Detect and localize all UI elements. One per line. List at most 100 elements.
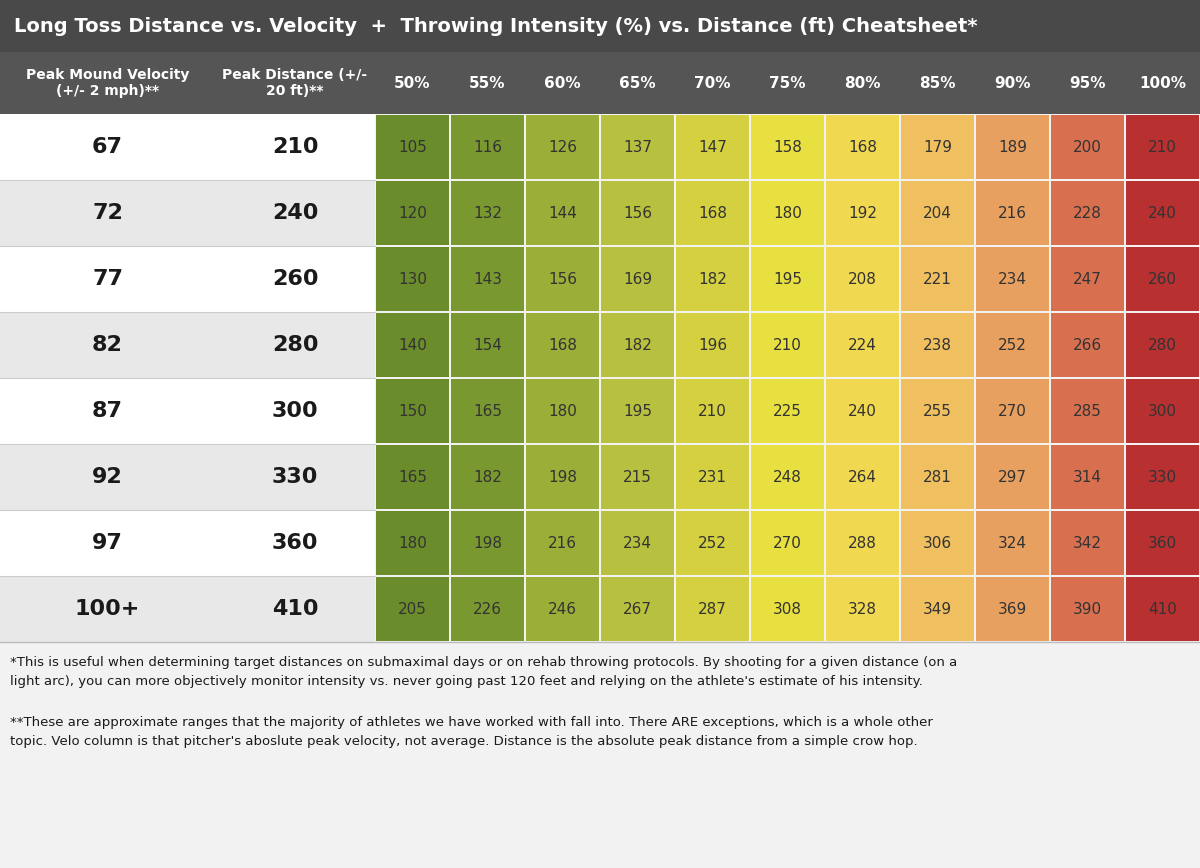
Text: 95%: 95% [1069,76,1105,90]
Text: 182: 182 [698,272,727,286]
FancyBboxPatch shape [376,313,449,377]
Text: 369: 369 [998,602,1027,616]
FancyBboxPatch shape [526,313,599,377]
Text: 92: 92 [92,467,122,487]
FancyBboxPatch shape [376,181,449,245]
FancyBboxPatch shape [901,445,974,509]
FancyBboxPatch shape [1126,247,1199,311]
FancyBboxPatch shape [901,115,974,179]
FancyBboxPatch shape [826,445,899,509]
Text: 189: 189 [998,140,1027,155]
FancyBboxPatch shape [976,577,1049,641]
FancyBboxPatch shape [976,247,1049,311]
Text: 328: 328 [848,602,877,616]
Text: 260: 260 [1148,272,1177,286]
FancyBboxPatch shape [826,379,899,443]
Text: 210: 210 [1148,140,1177,155]
Text: 252: 252 [998,338,1027,352]
FancyBboxPatch shape [826,511,899,575]
Text: 264: 264 [848,470,877,484]
FancyBboxPatch shape [1126,115,1199,179]
Text: 234: 234 [623,536,652,550]
Text: 67: 67 [92,137,124,157]
FancyBboxPatch shape [0,312,374,378]
Text: 130: 130 [398,272,427,286]
Text: 80%: 80% [845,76,881,90]
Text: 126: 126 [548,140,577,155]
Text: 198: 198 [548,470,577,484]
Text: 150: 150 [398,404,427,418]
Text: 390: 390 [1073,602,1102,616]
Text: 60%: 60% [544,76,581,90]
FancyBboxPatch shape [0,180,374,246]
FancyBboxPatch shape [901,313,974,377]
Text: 226: 226 [473,602,502,616]
FancyBboxPatch shape [901,181,974,245]
FancyBboxPatch shape [826,577,899,641]
Text: 168: 168 [548,338,577,352]
Text: 140: 140 [398,338,427,352]
Text: 195: 195 [773,272,802,286]
Text: 100+: 100+ [74,599,140,619]
FancyBboxPatch shape [1051,247,1124,311]
FancyBboxPatch shape [0,246,374,312]
FancyBboxPatch shape [751,445,824,509]
Text: 360: 360 [1148,536,1177,550]
Text: 215: 215 [623,470,652,484]
Text: 240: 240 [848,404,877,418]
FancyBboxPatch shape [376,379,449,443]
Text: *This is useful when determining target distances on submaximal days or on rehab: *This is useful when determining target … [10,656,958,688]
Text: 50%: 50% [395,76,431,90]
FancyBboxPatch shape [451,511,524,575]
FancyBboxPatch shape [0,114,374,180]
Text: 287: 287 [698,602,727,616]
Text: 221: 221 [923,272,952,286]
FancyBboxPatch shape [751,313,824,377]
Text: Peak Distance (+/-
20 ft)**: Peak Distance (+/- 20 ft)** [222,68,367,98]
Text: 360: 360 [271,533,318,553]
Text: Long Toss Distance vs. Velocity  +  Throwing Intensity (%) vs. Distance (ft) Che: Long Toss Distance vs. Velocity + Throwi… [14,16,978,36]
Text: 300: 300 [1148,404,1177,418]
FancyBboxPatch shape [676,313,749,377]
Text: 182: 182 [623,338,652,352]
Text: 70%: 70% [695,76,731,90]
Text: 100%: 100% [1139,76,1186,90]
FancyBboxPatch shape [1126,379,1199,443]
Text: 182: 182 [473,470,502,484]
FancyBboxPatch shape [601,445,674,509]
FancyBboxPatch shape [526,379,599,443]
FancyBboxPatch shape [1051,577,1124,641]
FancyBboxPatch shape [1051,181,1124,245]
Text: 281: 281 [923,470,952,484]
Text: 349: 349 [923,602,952,616]
Text: 228: 228 [1073,206,1102,220]
FancyBboxPatch shape [526,445,599,509]
Text: 180: 180 [773,206,802,220]
FancyBboxPatch shape [376,115,449,179]
Text: 72: 72 [92,203,122,223]
FancyBboxPatch shape [1126,313,1199,377]
FancyBboxPatch shape [751,511,824,575]
FancyBboxPatch shape [1126,445,1199,509]
Text: 225: 225 [773,404,802,418]
Text: 210: 210 [698,404,727,418]
Text: 55%: 55% [469,76,505,90]
Text: 216: 216 [548,536,577,550]
Text: 65%: 65% [619,76,656,90]
FancyBboxPatch shape [901,247,974,311]
Text: 210: 210 [773,338,802,352]
FancyBboxPatch shape [1051,115,1124,179]
Text: 300: 300 [271,401,318,421]
Text: 196: 196 [698,338,727,352]
FancyBboxPatch shape [676,115,749,179]
Text: 90%: 90% [995,76,1031,90]
Text: 247: 247 [1073,272,1102,286]
Text: 168: 168 [698,206,727,220]
FancyBboxPatch shape [976,511,1049,575]
FancyBboxPatch shape [526,247,599,311]
Text: 192: 192 [848,206,877,220]
Text: 85%: 85% [919,76,955,90]
FancyBboxPatch shape [451,379,524,443]
FancyBboxPatch shape [826,313,899,377]
FancyBboxPatch shape [1051,313,1124,377]
